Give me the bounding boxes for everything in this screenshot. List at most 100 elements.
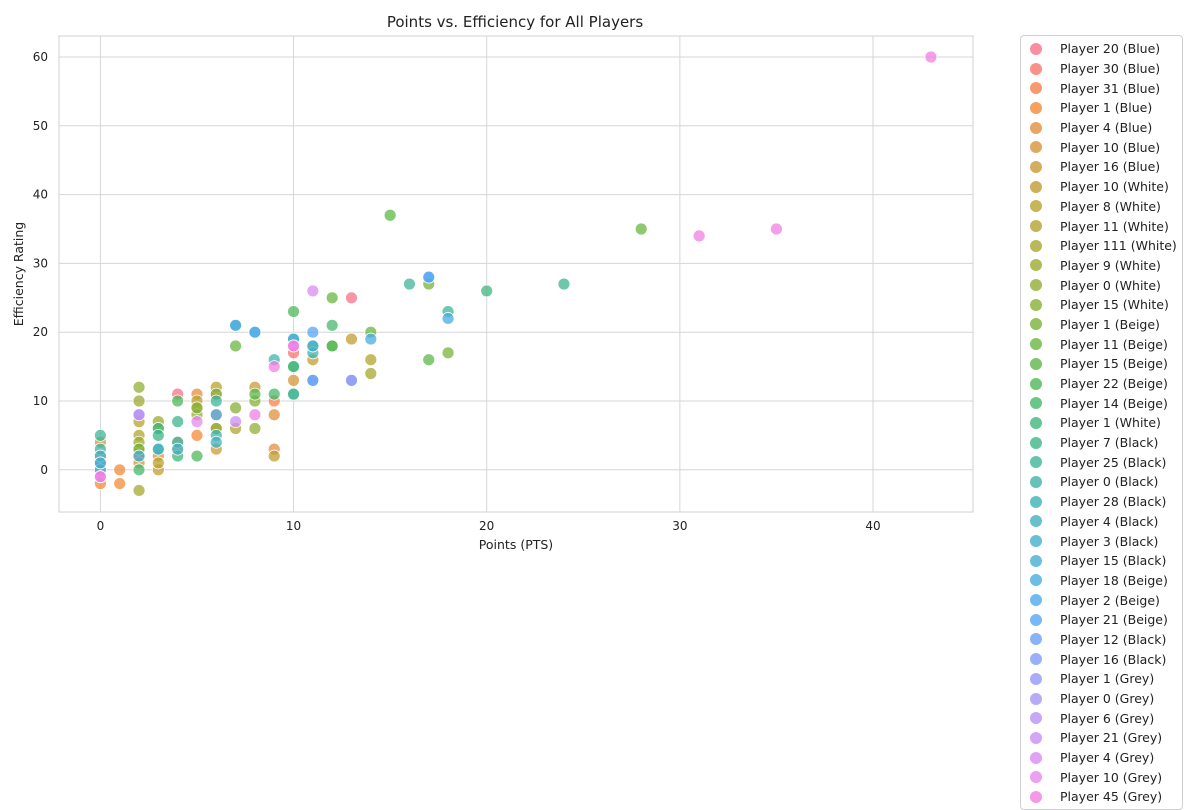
legend-item: Player 1 (Grey) — [1021, 669, 1182, 689]
legend-swatch — [1030, 653, 1042, 666]
data-point — [345, 373, 358, 387]
data-point — [248, 325, 262, 339]
legend-label: Player 0 (White) — [1060, 277, 1161, 293]
legend-item: Player 22 (Beige) — [1021, 374, 1182, 394]
legend-item: Player 10 (White) — [1021, 177, 1182, 197]
legend-swatch — [1030, 318, 1042, 331]
legend-item: Player 18 (Beige) — [1021, 571, 1182, 591]
legend-swatch — [1030, 692, 1042, 705]
data-point — [171, 442, 185, 456]
legend-swatch — [1030, 141, 1042, 154]
data-point — [171, 394, 185, 408]
legend-swatch — [1030, 554, 1042, 567]
legend-item: Player 8 (White) — [1021, 197, 1182, 217]
data-point — [229, 401, 243, 415]
legend-swatch — [1030, 436, 1042, 449]
data-point — [364, 332, 378, 346]
legend-item: Player 0 (Black) — [1021, 472, 1182, 492]
legend-item: Player 111 (White) — [1021, 236, 1182, 256]
data-point — [422, 270, 436, 284]
data-point — [132, 408, 146, 422]
x-tick-labels: 0 10 20 30 40 — [97, 519, 881, 533]
legend-label: Player 0 (Grey) — [1060, 691, 1155, 707]
data-point — [151, 428, 165, 442]
y-axis-label: Efficiency Rating — [11, 222, 26, 327]
x-tick-label: 40 — [865, 519, 880, 533]
legend-swatch — [1030, 790, 1042, 803]
data-point — [229, 318, 243, 332]
legend-swatch — [1030, 357, 1042, 370]
data-point — [267, 408, 281, 422]
legend-swatch — [1030, 672, 1042, 685]
legend-label: Player 11 (White) — [1060, 218, 1169, 234]
data-point — [422, 353, 436, 367]
data-point — [171, 415, 185, 429]
data-point — [113, 477, 127, 490]
legend-item: Player 21 (Beige) — [1021, 610, 1182, 630]
legend-item: Player 1 (Blue) — [1021, 98, 1182, 118]
y-tick-label: 30 — [33, 256, 48, 270]
legend-label: Player 14 (Beige) — [1060, 395, 1168, 411]
legend-label: Player 10 (Grey) — [1060, 769, 1163, 785]
legend-label: Player 25 (Black) — [1060, 454, 1167, 470]
legend-swatch — [1030, 62, 1042, 75]
data-point — [113, 463, 127, 477]
data-point — [267, 449, 281, 463]
data-point — [441, 346, 455, 360]
data-point — [634, 222, 648, 236]
legend-item: Player 12 (Black) — [1021, 630, 1182, 650]
legend-swatch — [1030, 239, 1042, 252]
legend-item: Player 0 (Grey) — [1021, 689, 1182, 709]
legend-label: Player 16 (Blue) — [1060, 159, 1161, 175]
data-point — [190, 401, 204, 415]
legend-label: Player 6 (Grey) — [1060, 710, 1155, 726]
legend-swatch — [1030, 515, 1042, 528]
legend-label: Player 16 (Black) — [1060, 651, 1167, 667]
legend-item: Player 1 (Beige) — [1021, 315, 1182, 335]
data-point — [441, 312, 455, 325]
legend-item: Player 10 (Blue) — [1021, 137, 1182, 157]
legend-swatch — [1030, 377, 1042, 390]
x-tick-label: 30 — [672, 519, 687, 533]
data-point — [190, 449, 204, 463]
data-point — [132, 380, 146, 394]
legend-label: Player 21 (Grey) — [1060, 730, 1163, 746]
legend-item: Player 4 (Blue) — [1021, 118, 1182, 138]
data-point — [306, 284, 320, 298]
legend-swatch — [1030, 475, 1042, 488]
legend-item: Player 21 (Grey) — [1021, 728, 1182, 748]
data-point — [306, 373, 320, 387]
legend-label: Player 22 (Beige) — [1060, 376, 1168, 392]
grid-lines — [59, 36, 973, 512]
legend-item: Player 3 (Black) — [1021, 531, 1182, 551]
data-point — [287, 305, 300, 318]
legend-item: Player 4 (Black) — [1021, 512, 1182, 532]
y-tick-label: 50 — [33, 119, 48, 133]
legend-label: Player 20 (Blue) — [1060, 41, 1161, 57]
legend-item: Player 14 (Beige) — [1021, 393, 1182, 413]
data-point — [770, 222, 783, 236]
legend-swatch — [1030, 456, 1042, 469]
legend-item: Player 7 (Black) — [1021, 433, 1182, 453]
y-tick-labels: 0 10 20 30 40 50 60 — [33, 50, 48, 477]
legend-label: Player 1 (Blue) — [1060, 100, 1153, 116]
data-point — [248, 408, 262, 422]
legend-label: Player 45 (Grey) — [1060, 789, 1163, 805]
data-point — [267, 387, 281, 401]
data-point — [383, 208, 397, 222]
legend-item: Player 15 (Beige) — [1021, 354, 1182, 374]
y-tick-label: 60 — [33, 50, 48, 64]
legend-label: Player 1 (White) — [1060, 415, 1161, 431]
legend-label: Player 28 (Black) — [1060, 494, 1167, 510]
data-point — [557, 277, 571, 291]
legend-label: Player 4 (Blue) — [1060, 120, 1153, 136]
legend-swatch — [1030, 298, 1042, 311]
data-point — [132, 394, 146, 408]
legend-swatch — [1030, 200, 1042, 213]
data-point — [248, 422, 262, 435]
legend-swatch — [1030, 771, 1042, 784]
data-point — [132, 484, 146, 497]
data-point — [94, 470, 107, 484]
legend-item: Player 30 (Blue) — [1021, 59, 1182, 79]
legend-item: Player 31 (Blue) — [1021, 78, 1182, 98]
